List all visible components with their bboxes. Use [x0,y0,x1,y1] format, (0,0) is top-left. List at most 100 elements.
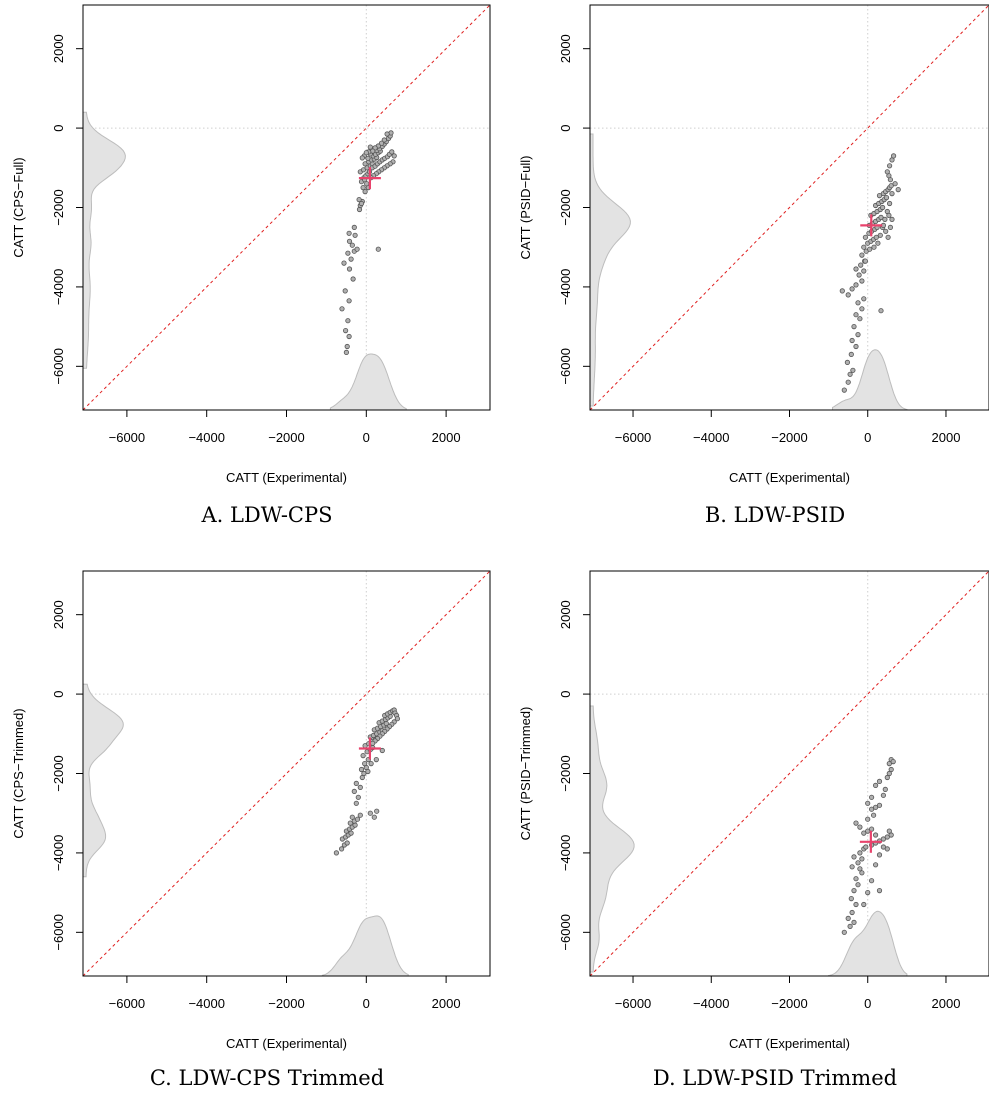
x-tick-label: 0 [363,996,370,1011]
data-point [883,195,890,201]
data-point [847,923,853,930]
data-point [861,901,867,908]
data-point [855,300,861,306]
panel-caption: B. LDW-PSID [705,503,845,527]
data-point [368,760,374,767]
data-point [371,814,377,820]
data-point [359,155,365,161]
identity-line [83,571,490,976]
data-point [884,774,890,781]
x-tick-label: −4000 [693,430,730,445]
data-point [861,296,867,302]
y-tick-label: −4000 [558,835,573,872]
data-point [876,802,883,808]
data-point [855,331,861,338]
data-point [873,234,879,240]
data-point [845,915,851,922]
data-point [872,782,879,789]
data-point [880,844,887,850]
data-point [871,244,877,250]
data-point [859,252,865,258]
data-point [338,846,345,852]
y-axis-title: CATT (PSID−Full) [518,156,533,260]
data-point [384,131,390,137]
data-point [862,258,869,264]
x-axis-title: CATT (Experimental) [226,470,347,485]
data-point [361,770,367,777]
y-tick-label: −6000 [558,348,573,385]
data-point [348,256,354,262]
data-point [863,844,869,850]
data-point [394,716,400,722]
y-tick-label: −2000 [51,189,66,226]
data-point [876,193,883,199]
data-point [344,840,350,846]
plot-area [83,571,490,976]
y-axis-title: CATT (CPS−Trimmed) [11,708,26,838]
x-tick-label: −2000 [771,430,808,445]
data-point [357,784,363,791]
y-tick-label: 2000 [51,600,66,629]
plot-area [83,5,490,410]
data-point [890,758,896,765]
data-point [360,185,366,191]
data-point [853,282,859,288]
identity-line [590,5,989,410]
plot-area [590,571,989,976]
density-y [83,111,126,369]
y-tick-label: 2000 [558,600,573,629]
data-point [353,800,359,806]
data-point [882,216,888,222]
data-point [365,155,371,161]
x-tick-label: −4000 [188,996,225,1011]
data-point [850,367,856,373]
data-point [851,854,857,860]
y-tick-label: −2000 [558,755,573,792]
data-point [886,163,893,169]
identity-line [590,571,989,976]
data-point [344,343,350,350]
data-point [876,887,883,894]
y-tick-label: −2000 [51,755,66,792]
data-point [373,756,379,763]
data-point [345,250,351,256]
data-point [859,856,865,862]
data-point [855,882,861,888]
data-point [351,224,357,230]
data-point [853,343,859,350]
y-tick-label: 0 [558,690,573,697]
data-point [892,181,898,187]
data-point [853,266,859,272]
data-point [375,246,381,252]
data-point [346,238,353,244]
panel-0: −6000 −4000 −2000 0 2000 −6000 −4000 −2000 0 2000… [11,4,491,527]
data-point [883,228,889,234]
data-point [845,292,851,298]
data-point [856,272,862,278]
data-point [367,144,373,150]
data-point [875,240,881,246]
y-tick-label: 0 [51,690,66,697]
data-point [355,794,361,800]
data-point [362,189,368,195]
data-point [350,276,356,282]
data-point [844,359,851,365]
data-point [378,140,385,146]
data-point [362,760,368,767]
y-axis-title: CATT (PSID−Trimmed) [518,707,533,841]
data-point [867,246,873,252]
data-point [339,306,345,312]
data-point [364,181,370,187]
data-point [345,318,351,324]
data-point [859,278,865,284]
data-point [861,268,867,274]
data-point [845,379,851,385]
data-point [357,812,363,818]
data-point [347,820,353,826]
data-point [880,792,887,798]
x-tick-label: 0 [363,430,370,445]
data-point [849,337,855,344]
y-tick-label: −2000 [558,189,573,226]
data-point [853,876,859,882]
data-point [333,850,339,856]
